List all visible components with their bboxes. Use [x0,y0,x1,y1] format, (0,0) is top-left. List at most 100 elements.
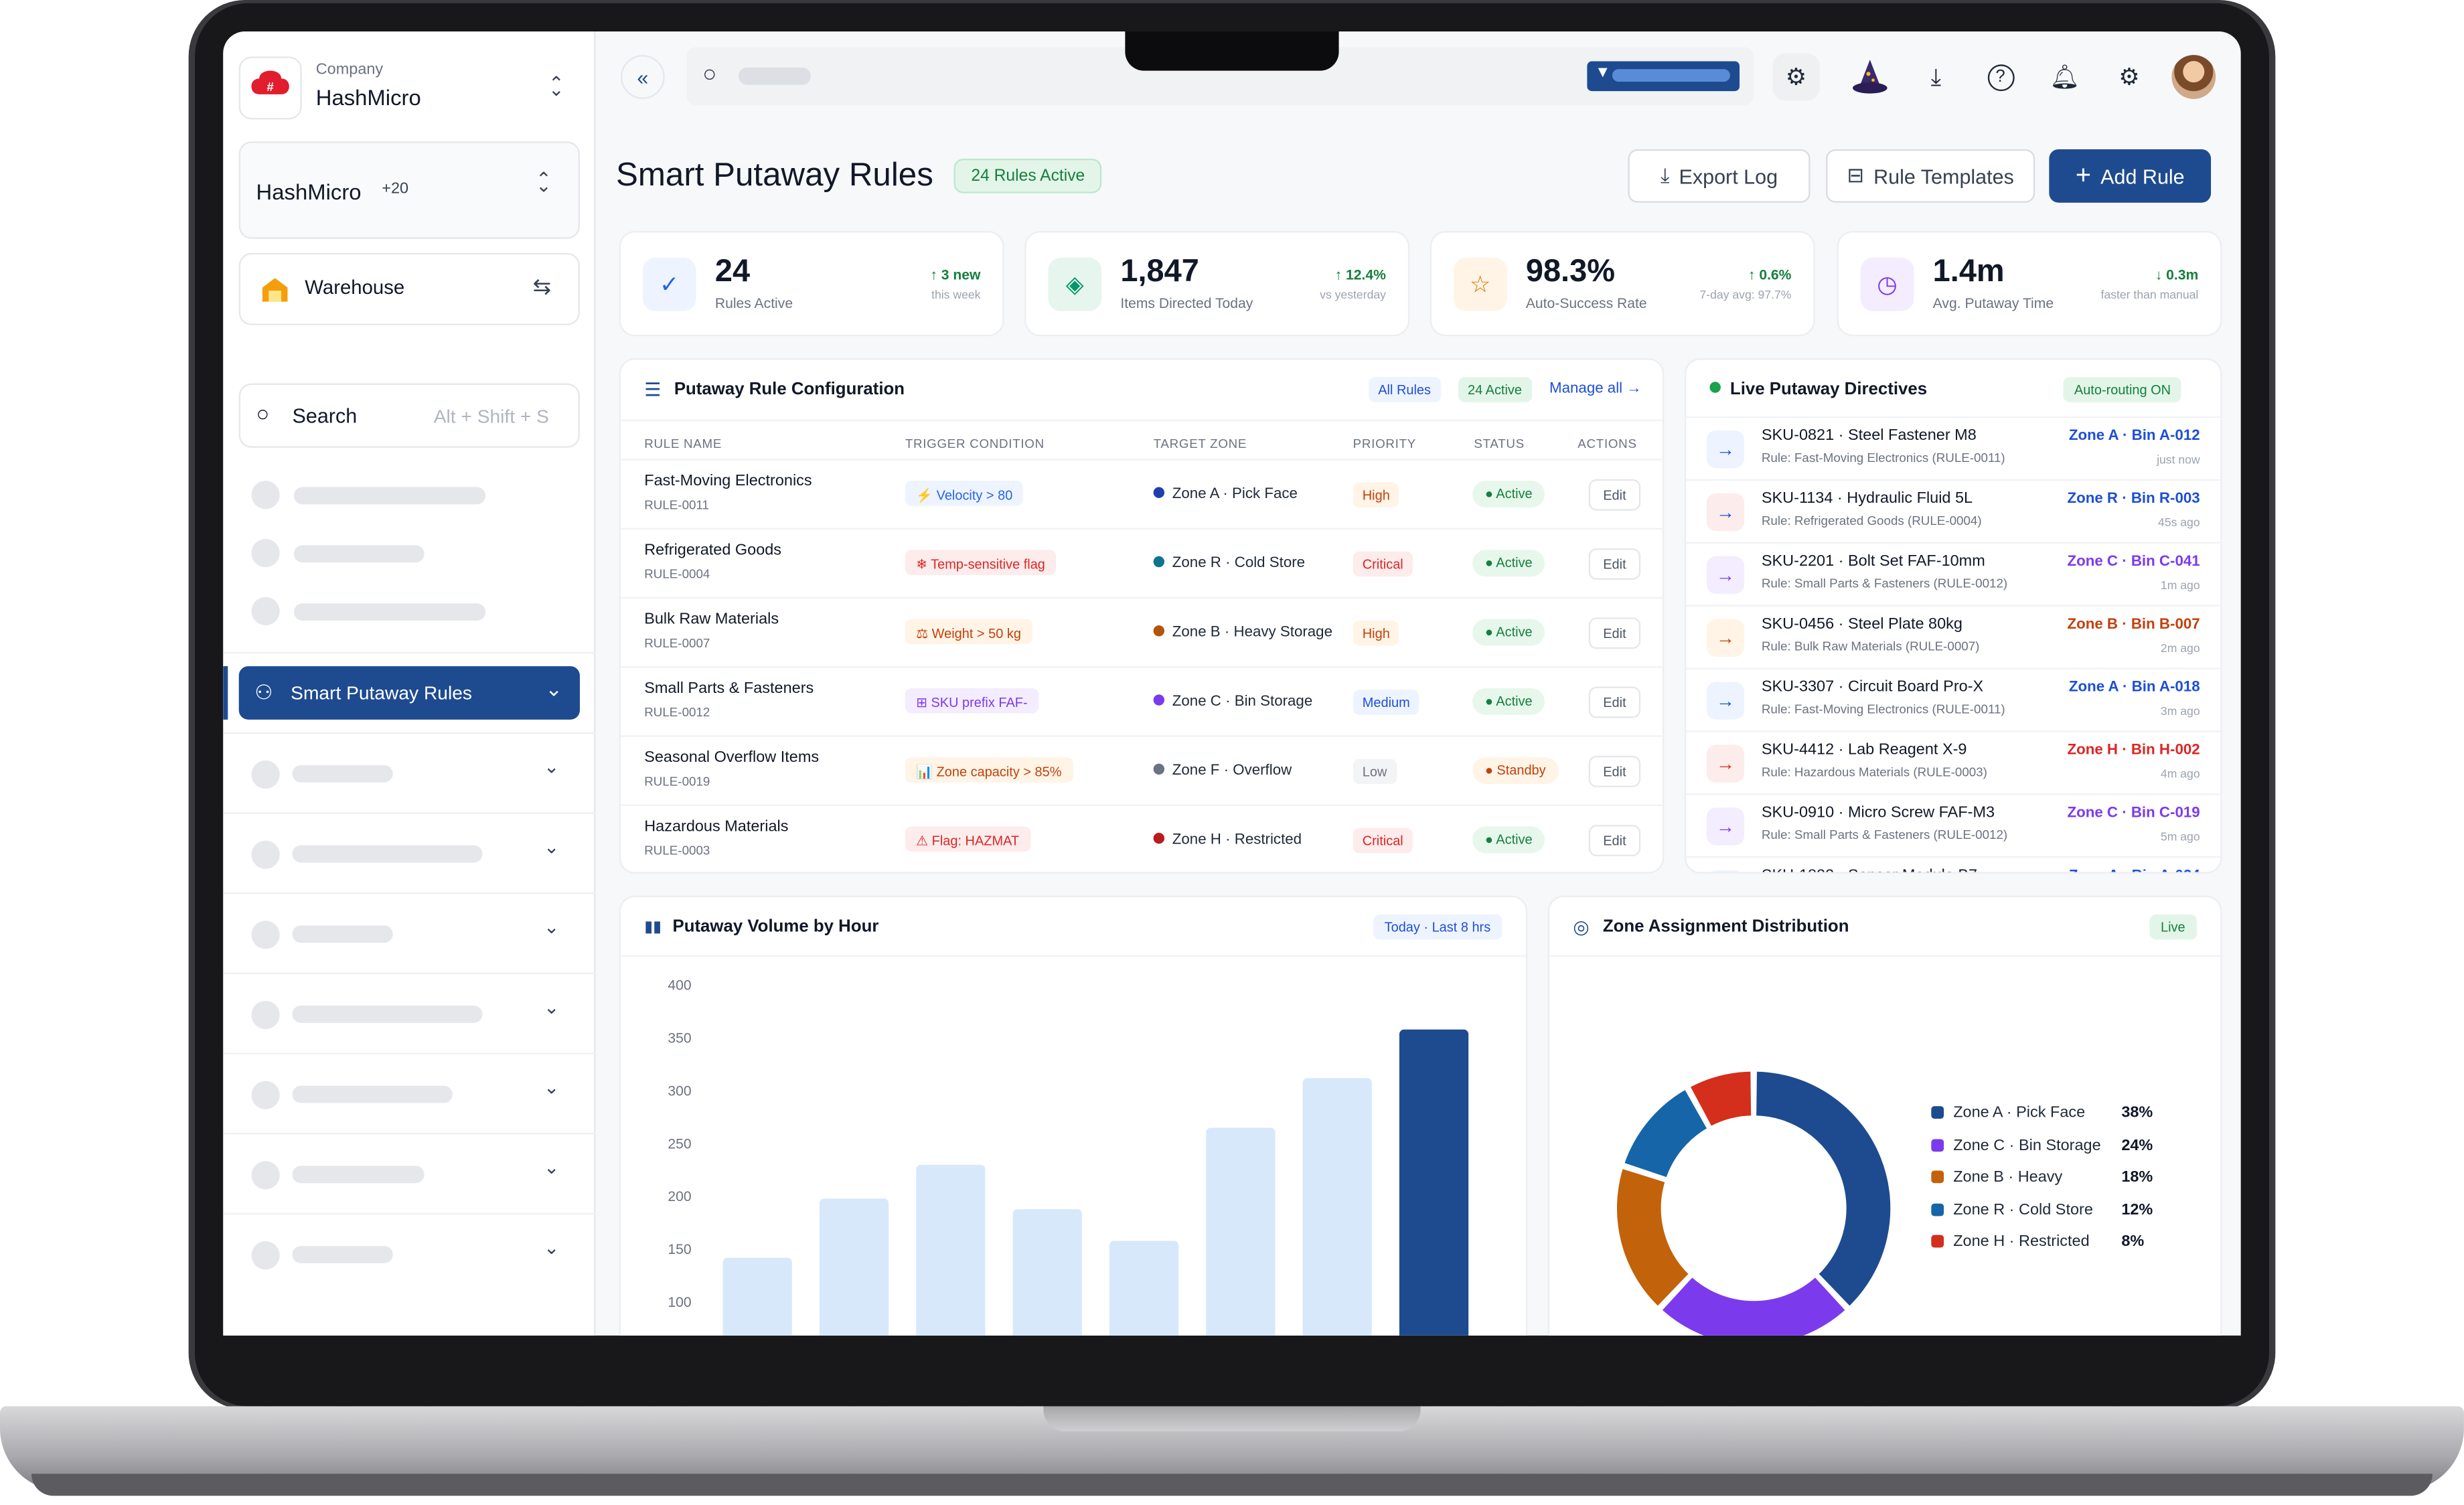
module-selector[interactable]: Warehouse ⇆ [238,252,581,325]
wizard-hat-icon[interactable] [1847,54,1894,100]
kpi-value: 1.4m [1932,254,2005,289]
legend-label: Zone C · Bin Storage [1953,1136,2101,1154]
sidebar-item-collapsed[interactable]: ⌄ [223,974,596,1054]
bell-icon[interactable]: 🔔︎ [2050,64,2080,92]
filter-active-rules[interactable]: 24 Active [1458,377,1532,402]
edit-button[interactable]: Edit [1588,825,1641,857]
sidebar-item-collapsed[interactable]: ⌄ [223,814,596,894]
bar[interactable] [1399,1029,1469,1336]
org-selector[interactable]: HashMicro +20 ⌃ ⌄ [238,141,581,239]
legend-value: 8% [2121,1233,2145,1251]
sliders-icon[interactable]: ⚙ [1772,53,1820,101]
directive-item[interactable]: → SKU-1134 · Hydraulic Fluid 5L Rule: Re… [1686,479,2221,542]
directive-sku: SKU-2201 · Bolt Set FAF-10mm [1761,553,1985,570]
filter-all-rules[interactable]: All Rules [1369,377,1441,402]
zone-dot-icon [1153,556,1165,568]
donut-slice[interactable] [1686,1068,1754,1130]
edit-button[interactable]: Edit [1588,686,1641,718]
trigger-chip: ⚡ Velocity > 80 [905,481,1024,506]
rule-id: RULE-0007 [644,636,710,651]
add-rule-button[interactable]: + Add Rule [2049,149,2212,203]
sidebar-item-collapsed[interactable]: ⌄ [223,1134,596,1215]
table-row[interactable]: Small Parts & Fasteners RULE-0012 ⊞ SKU … [621,666,1665,735]
edit-button[interactable]: Edit [1588,617,1641,649]
bar[interactable] [1012,1209,1082,1336]
directive-item[interactable]: → SKU-0456 · Steel Plate 80kg Rule: Bulk… [1686,605,2221,668]
live-badge: Live [2149,914,2197,940]
table-row[interactable]: Fast-Moving Electronics RULE-0011 ⚡ Velo… [621,459,1665,528]
donut-slice[interactable] [1658,1273,1850,1336]
chevron-down-icon: ⌄ [544,916,560,939]
directive-item[interactable]: → SKU-0821 · Steel Fastener M8 Rule: Fas… [1686,416,2221,479]
donut-slice[interactable] [1753,1068,1894,1310]
target-zone: Zone R · Cold Store [1153,554,1306,572]
sidebar-item-smart-putaway-rules[interactable]: ⚇ Smart Putaway Rules ⌄ [238,666,581,720]
table-row[interactable]: Seasonal Overflow Items RULE-0019 📊 Zone… [621,735,1665,804]
search-placeholder: Search [292,404,358,428]
bar[interactable] [1302,1078,1372,1336]
table-row[interactable]: Bulk Raw Materials RULE-0007 ⚖ Weight > … [621,597,1665,666]
rule-name: Bulk Raw Materials [644,611,779,629]
directive-item[interactable]: → SKU-0910 · Micro Screw FAF-M3 Rule: Sm… [1686,793,2221,856]
clock-icon: ◷ [1860,257,1914,311]
priority-badge: Critical [1353,827,1413,854]
sidebar-item-collapsed[interactable]: ⌄ [223,734,596,814]
kpi-sub: this week [931,287,981,302]
company-switch-icon[interactable]: ⌃ ⌄ [548,72,564,101]
zone-chart-panel: ◎ Zone Assignment Distribution Live Zone… [1547,895,2222,1336]
rule-name: Seasonal Overflow Items [644,749,820,767]
bar[interactable] [1109,1241,1179,1336]
legend-item: Zone C · Bin Storage [1931,1136,2101,1154]
trigger-chip: ⚖ Weight > 50 kg [905,619,1032,645]
rule-id: RULE-0003 [644,844,710,858]
status-badge: ● Active [1472,688,1545,715]
settings-icon[interactable]: ⚙ [2119,64,2140,92]
bar[interactable] [916,1164,986,1336]
sidebar-item-collapsed[interactable]: ⌄ [223,894,596,975]
target-icon: ◎ [1573,916,1590,939]
export-log-button[interactable]: ⤓ Export Log [1628,149,1811,203]
sidebar-item-collapsed[interactable]: ⌄ [223,1054,596,1135]
bar[interactable] [819,1198,889,1336]
sidebar-item-collapsed[interactable]: ⌄ [223,1214,595,1295]
y-tick-label: 150 [668,1242,691,1257]
sidebar-item-label: Smart Putaway Rules [291,682,472,704]
directive-item[interactable]: → SKU-3307 · Circuit Board Pro-X Rule: F… [1686,667,2221,730]
rule-id: RULE-0011 [644,497,709,513]
edit-button[interactable]: Edit [1588,548,1641,580]
target-zone-label: Zone R · Cold Store [1172,554,1306,572]
swap-icon[interactable]: ⇆ [532,273,552,299]
help-icon[interactable]: ? [1977,54,2023,100]
user-avatar[interactable] [2171,55,2216,99]
target-zone-label: Zone A · Pick Face [1172,485,1298,503]
download-icon[interactable]: ⤓ [1930,64,1942,90]
chart-title: Zone Assignment Distribution [1602,917,1849,937]
search-filter-chip[interactable]: ▼ [1587,61,1740,92]
directive-item[interactable]: → SKU-4412 · Lab Reagent X-9 Rule: Hazar… [1686,730,2221,793]
chevron-down-icon: ⌄ [544,1156,560,1179]
target-zone: Zone C · Bin Storage [1153,693,1312,710]
table-row[interactable]: Hazardous Materials RULE-0003 ⚠ Flag: HA… [621,804,1665,874]
collapse-sidebar-button[interactable]: « [621,55,665,99]
status-badge: ● Standby [1472,757,1559,785]
rule-templates-button[interactable]: ⊟ Rule Templates [1826,149,2035,203]
edit-button[interactable]: Edit [1588,479,1641,511]
table-row[interactable]: Refrigerated Goods RULE-0004 ❄ Temp-sens… [621,528,1665,597]
directive-item[interactable]: → SKU-2201 · Bolt Set FAF-10mm Rule: Sma… [1686,542,2221,605]
edit-button[interactable]: Edit [1588,755,1641,787]
nav-placeholder-icon [251,538,280,568]
app-window: # Company HashMicro ⌃ ⌄ HashMicro +20 ⌃ ⌄ … [223,31,2241,1336]
directive-sku: SKU-0456 · Steel Plate 80kg [1761,615,1962,633]
rule-name: Small Parts & Fasteners [644,680,814,698]
donut-slice[interactable] [1614,1165,1693,1310]
manage-all-link[interactable]: Manage all → [1549,380,1642,398]
kpi-sub: 7-day avg: 97.7% [1699,287,1792,302]
priority-badge: Medium [1353,690,1419,715]
search-input[interactable]: ○ Search Alt + Shift + S [238,383,581,448]
donut-slice[interactable] [1620,1085,1711,1182]
bar[interactable] [1206,1127,1276,1336]
y-tick-label: 200 [668,1189,691,1204]
directive-item[interactable]: → SKU-1822 · Sensor Module B7 Zone A · B… [1686,856,2221,872]
module-name: Warehouse [305,276,405,299]
bar[interactable] [722,1257,792,1336]
